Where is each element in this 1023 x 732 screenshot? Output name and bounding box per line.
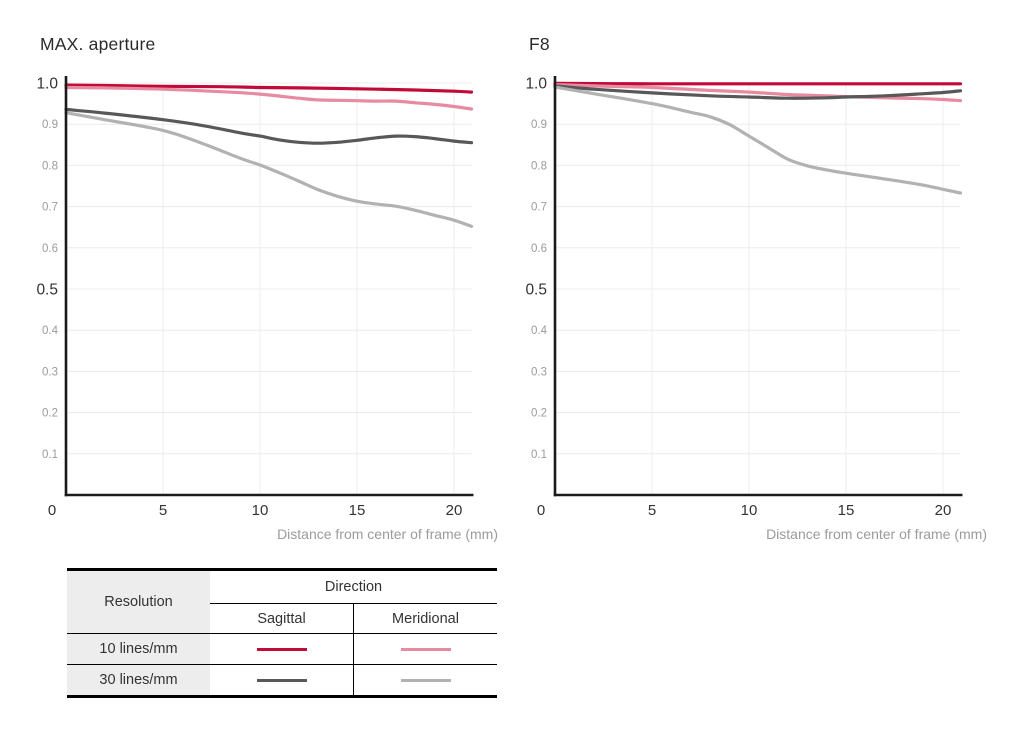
y-tick-label: 0.4 bbox=[42, 325, 59, 337]
y-tick-label: 0.8 bbox=[42, 160, 58, 172]
legend-row-label-10-lines: 10 lines/mm bbox=[67, 633, 210, 665]
y-tick-label: 0.1 bbox=[42, 449, 58, 461]
y-tick-label: 0.6 bbox=[531, 243, 547, 255]
x-tick-label: 0 bbox=[537, 502, 545, 519]
y-tick-label: 0.9 bbox=[531, 119, 547, 131]
y-tick-label: 0.1 bbox=[531, 449, 547, 461]
series-10-lines-mm-meridional bbox=[64, 85, 474, 111]
chart-f8: F8 1.0 0.9 0.8 0.7 0.6 0.5 0.4 0.3 0.2 0.1 0 5 10 15 2… bbox=[525, 34, 995, 542]
series-30-lines-mm-sagittal bbox=[553, 84, 963, 100]
x-tick-label: 10 bbox=[252, 502, 269, 519]
chart-title-max-aperture: MAX. aperture bbox=[40, 34, 156, 54]
x-tick-label: 20 bbox=[935, 502, 952, 519]
y-tick-label: 0.2 bbox=[42, 408, 58, 420]
y-tick-label: 0.3 bbox=[42, 366, 58, 378]
series-10-lines-mm-meridional bbox=[553, 83, 963, 103]
swatch-10-sagittal bbox=[256, 647, 307, 651]
charts-row: MAX. aperture 1.0 0.9 0.8 0.7 0.6 0.5 0.4 0.3 0.… bbox=[36, 34, 1023, 542]
swatch-10-meridional bbox=[400, 647, 451, 651]
y-tick-label: 0.8 bbox=[531, 160, 547, 172]
legend-header-row-1: Resolution Direction bbox=[67, 569, 497, 634]
legend-row-10-lines: 10 lines/mm bbox=[67, 633, 497, 665]
x-tick-label: 20 bbox=[446, 502, 463, 519]
swatch-30-meridional bbox=[400, 678, 451, 682]
y-tick-label: 0.6 bbox=[42, 243, 58, 255]
y-tick-label: 1.0 bbox=[36, 76, 58, 93]
x-tick-label: 5 bbox=[648, 502, 656, 519]
legend-meridional-header: Meridional bbox=[353, 603, 497, 634]
mtf-plot-f8: 1.0 0.9 0.8 0.7 0.6 0.5 0.4 0.3 0.2 0.1 0 5 10 15 20 bbox=[525, 76, 963, 519]
y-tick-label: 1.0 bbox=[525, 76, 547, 93]
chart-title-f8: F8 bbox=[529, 34, 550, 54]
series-30-lines-mm-meridional bbox=[553, 85, 963, 195]
series-30-lines-mm-sagittal bbox=[64, 107, 474, 145]
y-tick-label: 0.5 bbox=[525, 282, 547, 299]
legend-sagittal-header: Sagittal bbox=[210, 603, 354, 634]
y-tick-label: 0.9 bbox=[42, 119, 58, 131]
legend-table: Resolution Direction Sagittal Meridional… bbox=[67, 568, 497, 698]
legend-header-row-2: Sagittal Meridional bbox=[67, 603, 497, 634]
x-tick-label: 15 bbox=[349, 502, 366, 519]
x-tick-label: 5 bbox=[159, 502, 167, 519]
series-10-lines-mm-sagittal bbox=[64, 83, 474, 94]
mtf-chart-page: MAX. aperture 1.0 0.9 0.8 0.7 0.6 0.5 0.4 0.3 0.… bbox=[36, 34, 1023, 698]
legend-resolution-header: Resolution bbox=[67, 569, 210, 634]
x-tick-label: 0 bbox=[48, 502, 56, 519]
legend-row-30-lines: 30 lines/mm bbox=[67, 664, 497, 697]
y-tick-label: 0.5 bbox=[36, 282, 58, 299]
x-axis-label: Distance from center of frame (mm) bbox=[766, 526, 987, 542]
x-tick-label: 10 bbox=[741, 502, 758, 519]
y-tick-label: 0.2 bbox=[531, 408, 547, 420]
chart-max-aperture: MAX. aperture 1.0 0.9 0.8 0.7 0.6 0.5 0.4 0.3 0.… bbox=[36, 34, 506, 542]
mtf-plot-max-aperture: 1.0 0.9 0.8 0.7 0.6 0.5 0.4 0.3 0.2 0.1 0 5 10 15 20 bbox=[36, 76, 474, 519]
y-tick-label: 0.7 bbox=[42, 202, 58, 214]
series-30-lines-mm-meridional bbox=[64, 111, 474, 228]
x-axis-label: Distance from center of frame (mm) bbox=[277, 526, 498, 542]
y-tick-label: 0.4 bbox=[531, 325, 548, 337]
legend-direction-header: Direction bbox=[210, 569, 497, 604]
y-tick-label: 0.3 bbox=[531, 366, 547, 378]
x-tick-label: 15 bbox=[838, 502, 855, 519]
swatch-30-sagittal bbox=[256, 678, 307, 682]
y-tick-label: 0.7 bbox=[531, 202, 547, 214]
legend-row-label-30-lines: 30 lines/mm bbox=[67, 664, 210, 697]
